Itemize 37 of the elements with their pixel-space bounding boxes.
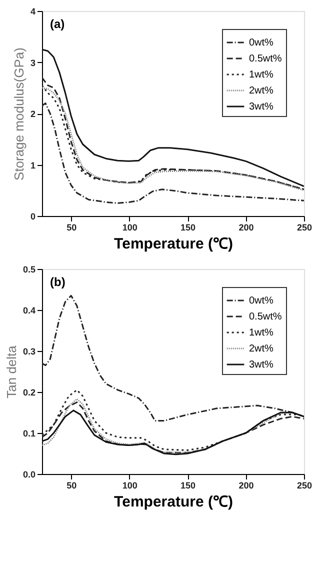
x-tick-label: 200 — [238, 480, 254, 490]
annotation: (b) — [50, 275, 66, 289]
legend-label: 2wt% — [249, 86, 274, 96]
x-tick-label: 150 — [180, 222, 196, 232]
y-tick-label: 3 — [30, 58, 36, 68]
legend-label: 1wt% — [249, 328, 274, 338]
y-axis-title: Tan delta — [4, 344, 19, 398]
y-tick-label: 0.1 — [22, 428, 36, 438]
x-tick-label: 100 — [122, 480, 138, 490]
x-tick-label: 250 — [296, 480, 312, 490]
y-axis-title: Storage modulus(GPa) — [11, 48, 26, 180]
legend-label: 2wt% — [249, 344, 274, 354]
legend-label: 0wt% — [249, 296, 274, 306]
legend-label: 0.5wt% — [249, 54, 282, 64]
y-tick-label: 4 — [30, 6, 36, 16]
x-tick-label: 50 — [66, 222, 77, 232]
x-axis-title: Temperature (℃) — [114, 494, 233, 510]
y-tick-label: 0.2 — [22, 388, 36, 398]
legend-label: 0.5wt% — [249, 312, 282, 322]
legend-label: 3wt% — [249, 102, 274, 112]
x-tick-label: 250 — [296, 222, 312, 232]
legend-label: 0wt% — [249, 38, 274, 48]
y-tick-label: 0.0 — [22, 470, 36, 480]
y-tick-label: 0.3 — [22, 346, 36, 356]
legend-label: 3wt% — [249, 360, 274, 370]
x-tick-label: 100 — [122, 222, 138, 232]
y-tick-label: 0 — [30, 212, 36, 222]
legend-label: 1wt% — [249, 70, 274, 80]
y-tick-label: 1 — [30, 160, 36, 170]
y-tick-label: 0.5 — [22, 264, 36, 274]
y-tick-label: 2 — [30, 109, 36, 119]
x-axis-title: Temperature (℃) — [114, 236, 233, 252]
x-tick-label: 150 — [180, 480, 196, 490]
annotation: (a) — [50, 17, 65, 31]
y-tick-label: 0.4 — [22, 306, 36, 316]
x-tick-label: 50 — [66, 480, 77, 490]
x-tick-label: 200 — [238, 222, 254, 232]
